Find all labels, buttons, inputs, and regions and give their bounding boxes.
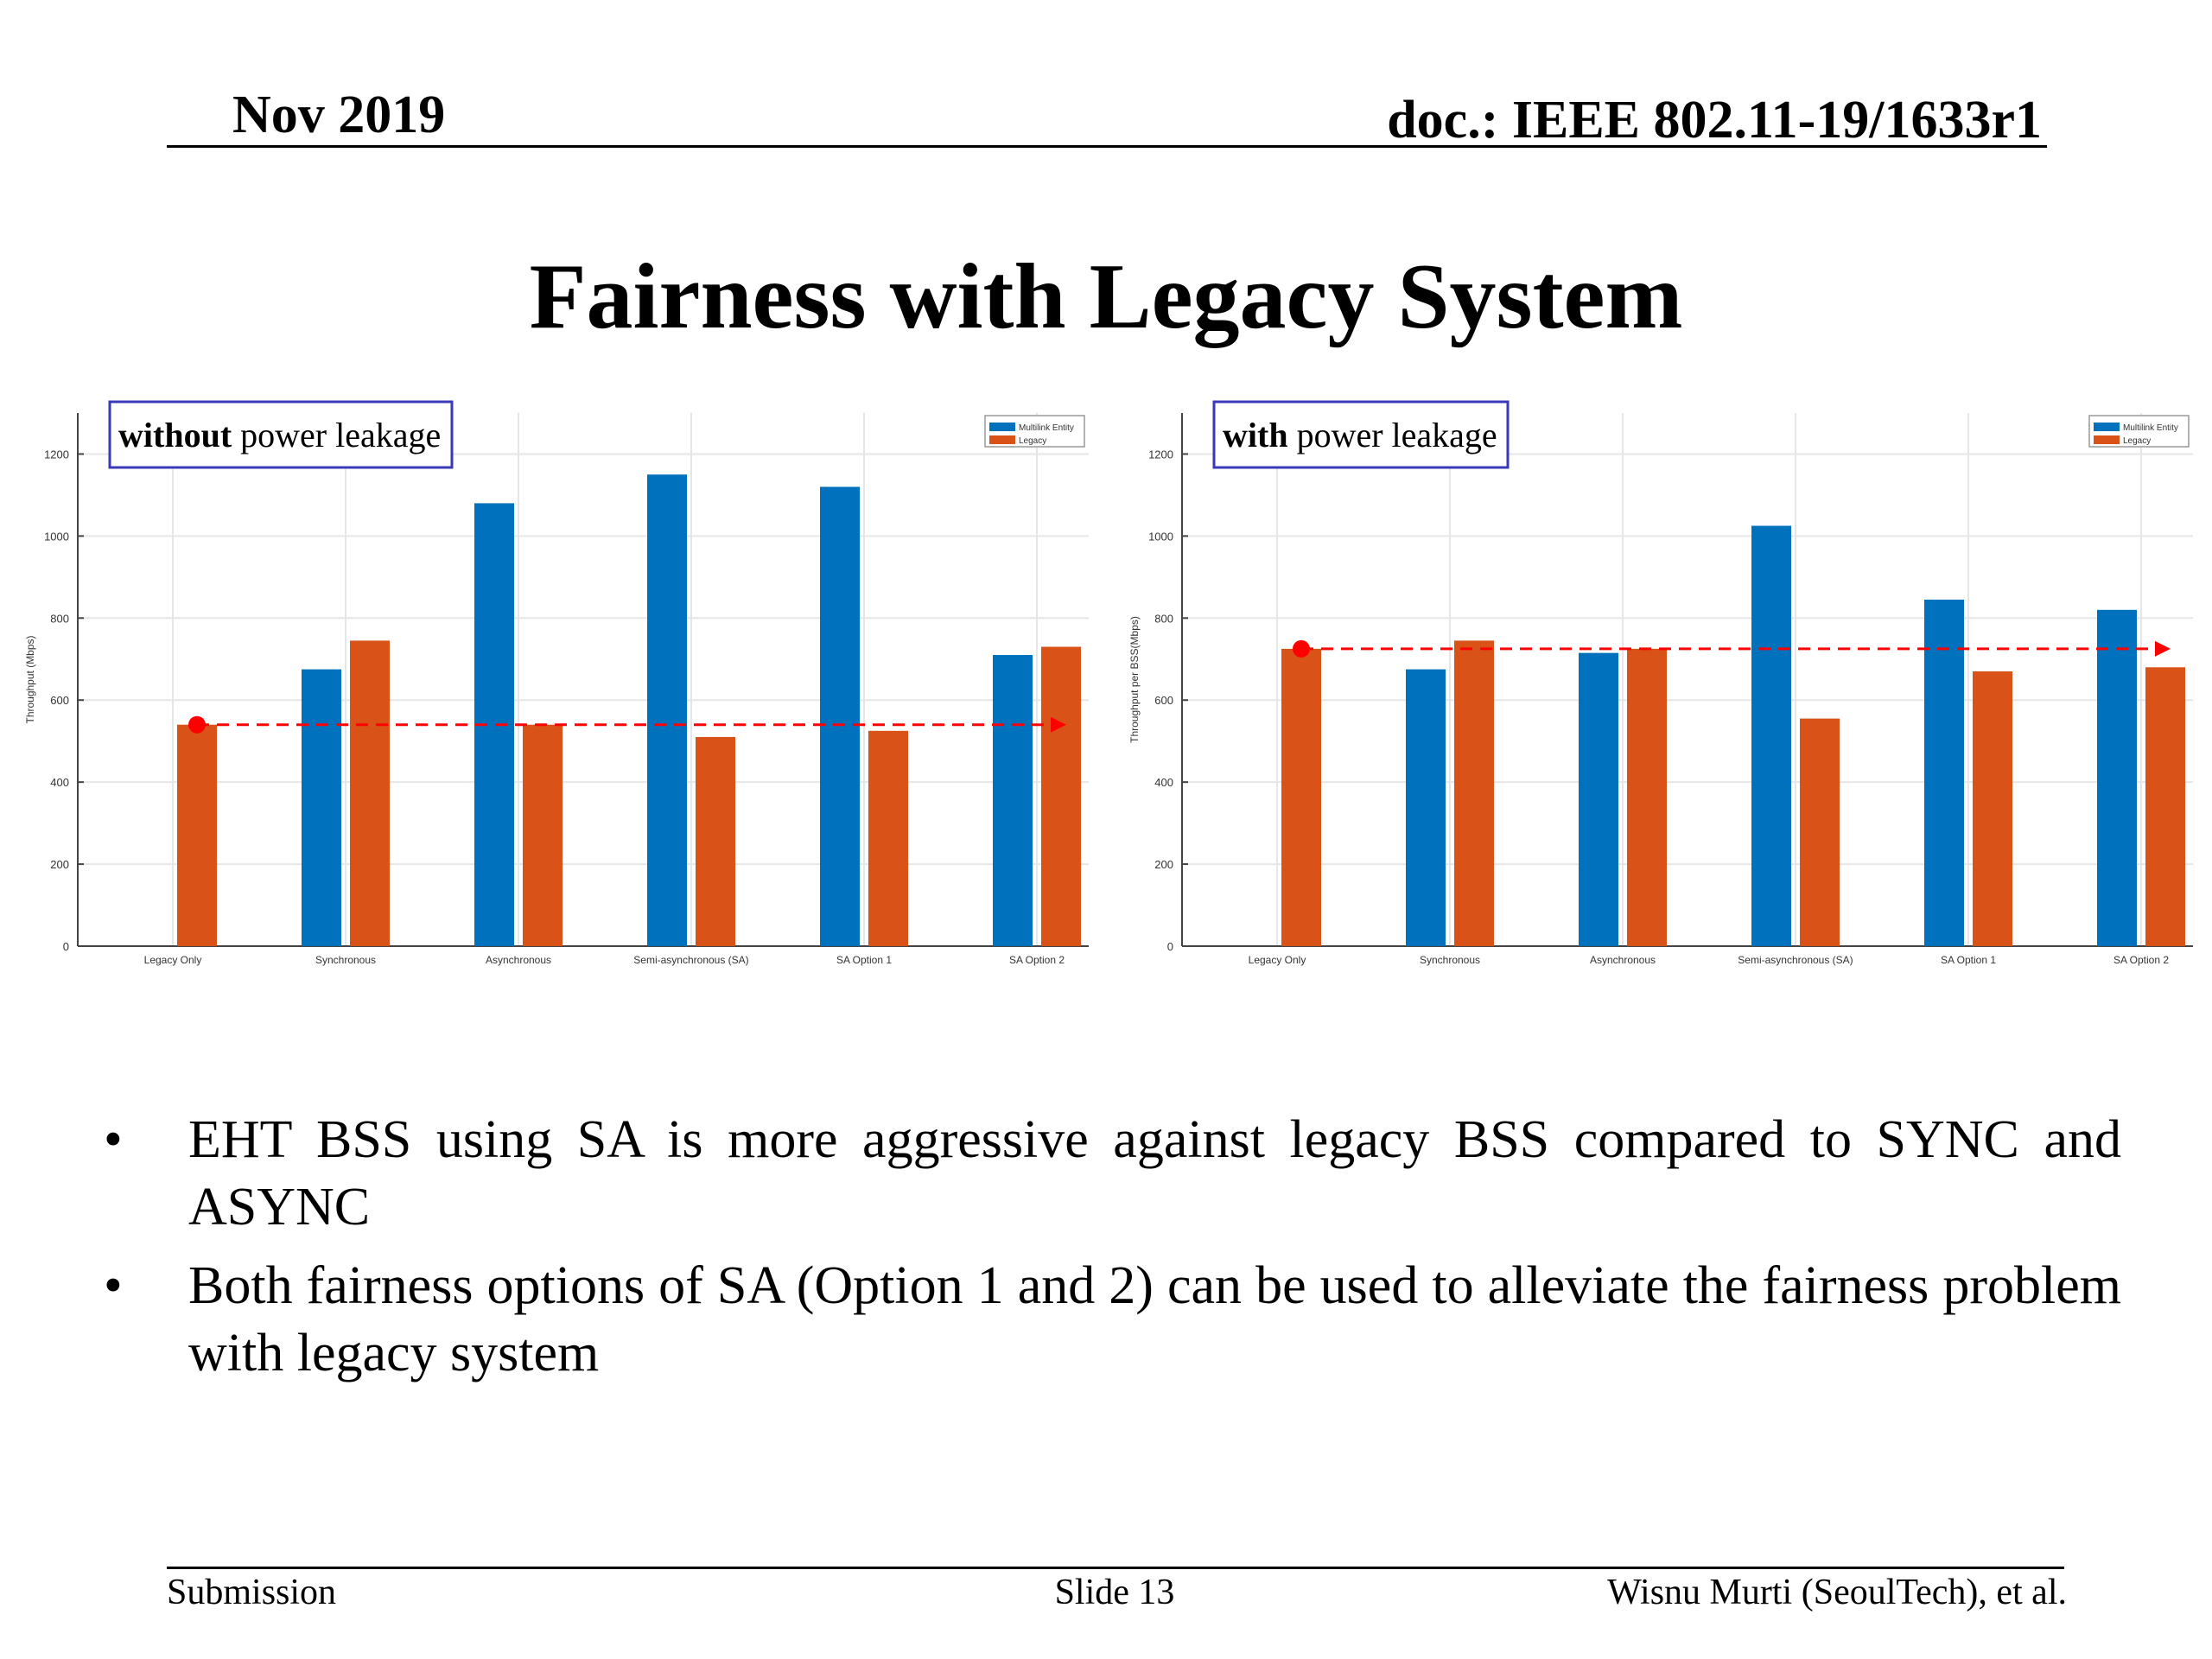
bar-legacy: [1454, 640, 1494, 946]
bar-multilink-entity: [1924, 599, 1964, 946]
x-tick-label: Semi-asynchronous (SA): [1738, 954, 1853, 966]
y-tick-label: 800: [50, 612, 69, 625]
chart-without-power-leakage: 0 200 400 600 800 1000 1200 Throughput (Mbps) Le…: [22, 397, 1132, 985]
bar-legacy: [1973, 671, 2012, 946]
chart-svg: 0 200 400 600 800 1000 1200 Throughput (Mbps) Le…: [24, 400, 1089, 966]
power-leakage-label-box: without power leakage: [108, 400, 454, 469]
reference-arrow-head: [2155, 640, 2171, 657]
label-box-frame: [1212, 400, 1510, 469]
x-tick-label: Legacy Only: [144, 954, 202, 966]
header-rule: [167, 145, 2047, 148]
legend-label: Legacy: [1019, 436, 1046, 446]
reference-arrow-head: [1051, 716, 1066, 733]
y-tick-label: 0: [63, 940, 69, 953]
x-tick-label: Asynchronous: [486, 954, 551, 966]
footer-rule: [167, 1567, 2064, 1569]
bar-multilink-entity: [1751, 525, 1791, 946]
x-tick-label: Asynchronous: [1590, 954, 1656, 966]
bar-legacy: [1627, 648, 1667, 946]
footer-author: Wisnu Murti (SeoulTech), et al.: [1607, 1573, 2067, 1612]
x-tick-label: Semi-asynchronous (SA): [633, 954, 748, 966]
legend-swatch: [989, 423, 1015, 431]
bar-multilink-entity: [302, 669, 341, 946]
y-tick-label: 200: [1154, 858, 1173, 871]
bar-legacy: [868, 730, 908, 946]
x-tick-label: SA Option 1: [836, 954, 892, 966]
x-tick-label: SA Option 2: [2113, 954, 2169, 966]
chart-svg: 0 200 400 600 800 1000 1200 Throughput per BSS(…: [1128, 400, 2193, 966]
bar-multilink-entity: [820, 486, 860, 946]
y-tick-label: 1000: [44, 530, 69, 543]
y-tick-label: 800: [1154, 612, 1173, 625]
bullet-text: EHT BSS using SA is more aggressive agai…: [188, 1110, 2121, 1236]
y-tick-label: 1200: [44, 448, 69, 461]
label-box-text: with power leakage: [1223, 416, 1497, 454]
y-tick-label: 400: [1154, 776, 1173, 789]
x-tick-label: Legacy Only: [1249, 954, 1306, 966]
label-box-bold: with: [1223, 416, 1288, 454]
label-box-rest: power leakage: [232, 416, 441, 454]
bar-legacy: [1800, 718, 1840, 946]
chart-with-power-leakage: 0 200 400 600 800 1000 1200 Throughput per BSS(…: [1126, 397, 2212, 985]
legend-label: Legacy: [2123, 436, 2151, 446]
bar-legacy: [1281, 648, 1321, 946]
y-tick-label: 1200: [1148, 448, 1173, 461]
slide-title: Fairness with Legacy System: [529, 245, 1683, 348]
bullet-item: • EHT BSS using SA is more aggressive ag…: [104, 1106, 2121, 1241]
footer-slide-number: Slide 13: [1054, 1573, 1175, 1612]
bullet-marker: •: [104, 1256, 123, 1315]
y-tick-label: 0: [1167, 940, 1173, 953]
label-box-rest: power leakage: [1288, 416, 1497, 454]
bar-legacy: [350, 640, 390, 946]
y-tick-label: 1000: [1148, 530, 1173, 543]
bar-legacy: [696, 736, 735, 946]
bar-multilink-entity: [1406, 669, 1446, 946]
legend-swatch: [989, 435, 1015, 444]
y-tick-label: 400: [50, 776, 69, 789]
power-leakage-label-box: with power leakage: [1212, 400, 1510, 469]
legend-label: Multilink Entity: [1019, 423, 1074, 433]
bar-multilink-entity: [1579, 652, 1618, 946]
legend-label: Multilink Entity: [2123, 423, 2178, 433]
bullet-marker: •: [104, 1110, 123, 1169]
bar-legacy: [523, 724, 563, 946]
label-box-frame: [108, 400, 454, 469]
legend-swatch: [2094, 423, 2120, 431]
y-axis-label: Throughput per BSS(Mbps): [1128, 616, 1141, 743]
label-box-bold: without: [118, 416, 232, 454]
bullet-item: • Both fairness options of SA (Option 1 …: [104, 1252, 2121, 1387]
x-tick-label: Synchronous: [1420, 954, 1480, 966]
bar-legacy: [2145, 667, 2185, 946]
y-tick-label: 600: [1154, 694, 1173, 707]
y-tick-label: 200: [50, 858, 69, 871]
bar-multilink-entity: [2097, 609, 2137, 946]
bar-legacy: [177, 724, 217, 946]
x-tick-label: SA Option 2: [1009, 954, 1065, 966]
reference-start-dot: [188, 715, 206, 734]
x-tick-label: SA Option 1: [1941, 954, 1996, 966]
label-box-text: without power leakage: [118, 416, 441, 454]
header-date: Nov 2019: [232, 86, 446, 144]
reference-start-dot: [1293, 639, 1310, 658]
bullet-list: • EHT BSS using SA is more aggressive ag…: [104, 1106, 2121, 1398]
header-doc-id: doc.: IEEE 802.11-19/1633r1: [1387, 91, 2042, 149]
bar-legacy: [1041, 646, 1081, 946]
x-tick-label: Synchronous: [315, 954, 376, 966]
y-axis-label: Throughput (Mbps): [24, 635, 36, 723]
bar-multilink-entity: [647, 474, 687, 946]
footer-submission: Submission: [167, 1573, 337, 1612]
bar-multilink-entity: [993, 655, 1033, 946]
bullet-text: Both fairness options of SA (Option 1 an…: [188, 1256, 2121, 1382]
y-tick-label: 600: [50, 694, 69, 707]
legend-swatch: [2094, 435, 2120, 444]
